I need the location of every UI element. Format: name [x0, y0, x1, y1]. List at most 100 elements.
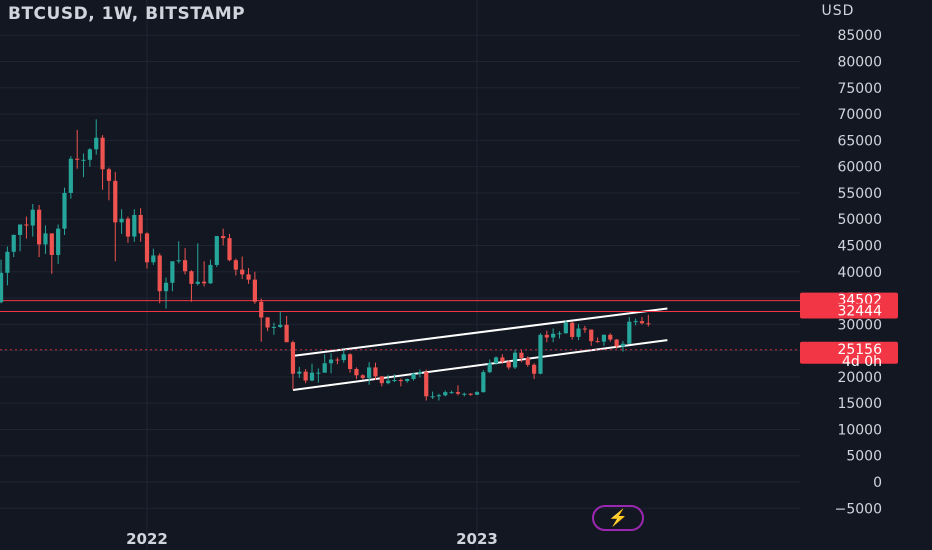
candle-body: [563, 322, 568, 334]
candle-body: [214, 236, 219, 265]
candle-body: [392, 380, 397, 382]
candle-body: [246, 274, 251, 280]
y-tick-label: 60000: [837, 160, 882, 176]
candle-body: [398, 380, 403, 382]
candle-body: [163, 282, 169, 292]
candle-body: [525, 357, 530, 365]
candle-body: [373, 367, 378, 377]
candle-body: [627, 321, 632, 344]
candle-body: [316, 372, 321, 374]
grid-lines: [0, 0, 800, 550]
candle-body: [576, 328, 581, 337]
candle-body: [354, 368, 359, 376]
trend-line: [292, 339, 668, 392]
candle-body: [532, 364, 537, 374]
candle-body: [449, 392, 454, 394]
candle-body: [151, 255, 156, 263]
candle-body: [341, 354, 346, 361]
candle-body: [309, 372, 315, 381]
candle-body: [519, 352, 524, 358]
y-tick-label: 15000: [837, 396, 882, 412]
candle-body: [37, 209, 42, 245]
candle-body: [347, 354, 353, 369]
candle-body: [322, 363, 327, 373]
y-tick-label: 65000: [837, 133, 882, 149]
horizontal-levels: [0, 300, 800, 351]
candle-body: [551, 333, 556, 338]
y-tick-label: −5000: [835, 501, 882, 517]
candle-body: [75, 158, 80, 160]
candle-body: [119, 218, 124, 223]
candle-body: [328, 359, 334, 364]
candle-body: [360, 375, 365, 378]
x-tick-label: 2023: [456, 530, 498, 548]
candle-body: [386, 380, 391, 384]
candle-body: [125, 218, 131, 237]
price-tag-text: 25156: [837, 342, 882, 358]
candle-body: [0, 272, 4, 303]
price-tag-box: [800, 341, 898, 364]
candle-body: [430, 396, 435, 398]
candle-body: [506, 361, 511, 368]
candle-body: [259, 301, 264, 318]
candle-body: [265, 317, 270, 328]
candle-body: [106, 169, 112, 181]
candle-body: [195, 281, 200, 284]
candle-body: [271, 326, 277, 328]
candle-body: [462, 393, 467, 395]
y-tick-label: 50000: [837, 212, 882, 228]
candle-body: [595, 341, 600, 343]
price-tag-box: [800, 303, 898, 319]
candle-body: [411, 373, 416, 379]
trend-line: [292, 307, 668, 357]
candle-body: [100, 137, 105, 170]
candle-body: [335, 359, 340, 361]
y-tick-label: 40000: [837, 265, 882, 281]
candle-body: [176, 260, 181, 262]
candle-body: [208, 264, 213, 284]
trend-channel: [292, 307, 668, 392]
symbol-title[interactable]: BTCUSD, 1W, BITSTAMP: [8, 4, 246, 24]
candle-body: [620, 343, 626, 347]
candle-body: [49, 233, 54, 255]
currency-label[interactable]: USD: [821, 3, 855, 19]
candle-body: [202, 281, 207, 284]
candle-body: [240, 269, 245, 275]
candle-body: [252, 279, 257, 302]
y-tick-label: 30000: [837, 317, 882, 333]
y-tick-label: 10000: [837, 422, 882, 438]
y-tick-label: 0: [873, 475, 882, 491]
candles: [0, 119, 651, 401]
y-tick-label: 70000: [837, 107, 882, 123]
y-tick-label: 5000: [846, 449, 882, 465]
candle-body: [157, 255, 162, 292]
candle-body: [614, 339, 619, 347]
candle-body: [468, 393, 473, 395]
candle-body: [589, 329, 594, 342]
candle-body: [544, 334, 549, 338]
candle-body: [113, 180, 118, 223]
candle-body: [81, 159, 86, 161]
candle-body: [62, 192, 67, 229]
lightning-bolt-icon[interactable]: ⚡: [592, 505, 644, 531]
candle-body: [601, 334, 607, 342]
candle-body: [132, 214, 137, 237]
y-tick-label: 80000: [837, 55, 882, 71]
time-axis[interactable]: 2022 2023: [126, 530, 498, 548]
candle-body: [221, 236, 226, 239]
candle-body: [487, 363, 492, 373]
x-tick-label: 2022: [126, 530, 168, 548]
candle-body: [646, 323, 651, 325]
candle-body: [639, 321, 645, 324]
candle-body: [5, 251, 10, 273]
candle-body: [424, 372, 429, 397]
candle-body: [608, 334, 613, 340]
candle-body: [443, 392, 448, 396]
candle-body: [474, 392, 480, 395]
price-axis[interactable]: 8500080000750007000065000600005500050000…: [835, 28, 882, 517]
y-tick-label: 45000: [837, 238, 882, 254]
candle-body: [11, 234, 16, 252]
candle-body: [43, 233, 48, 245]
candle-body: [633, 321, 638, 323]
